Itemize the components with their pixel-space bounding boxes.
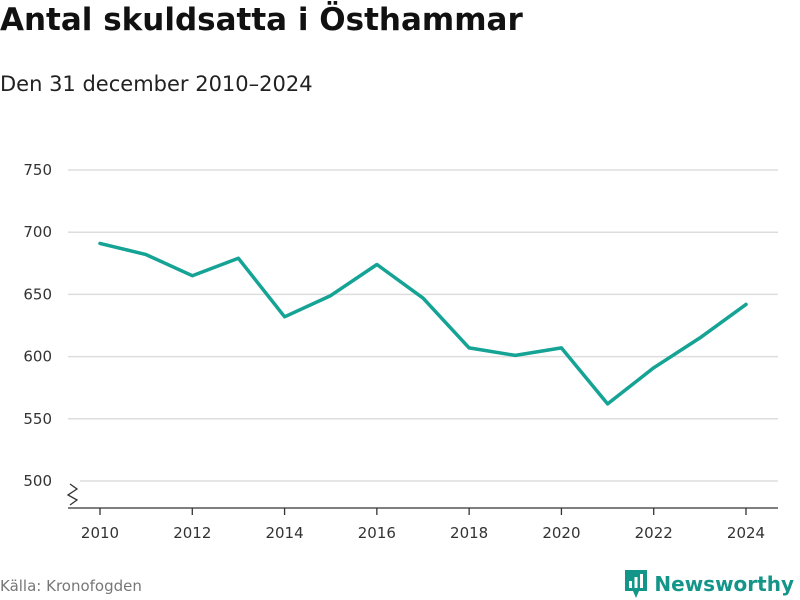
data-point-2018 [467,346,471,350]
data-point-2013 [236,256,240,260]
data-point-2022 [652,366,656,370]
y-tick-label-500: 500 [23,472,52,490]
x-tick-label-2012: 2012 [173,524,211,542]
data-point-2015 [329,294,333,298]
data-point-2011 [144,253,148,257]
y-tick-label-700: 700 [23,223,52,241]
chart-subtitle: Den 31 december 2010–2024 [0,72,313,96]
x-tick-label-2022: 2022 [635,524,673,542]
y-tick-label-650: 650 [23,285,52,303]
x-tick-label-2018: 2018 [450,524,488,542]
line-chart: 500 550 600 650 700 750 2010 2012 2014 2016 2018 20… [23,161,778,542]
data-point-2010 [98,241,102,245]
data-point-2023 [698,336,702,340]
brand-name: Newsworthy [654,572,794,596]
axis-break-icon [66,483,79,506]
data-point-2020 [559,346,563,350]
data-point-2019 [513,353,517,357]
series-line-0 [98,241,748,406]
x-tick-label-2020: 2020 [542,524,580,542]
x-tick-label-2010: 2010 [81,524,119,542]
data-point-2012 [190,274,194,278]
x-tick-label-2024: 2024 [727,524,765,542]
y-tick-label-600: 600 [23,348,52,366]
x-tick-label-2014: 2014 [265,524,303,542]
x-tick-label-2016: 2016 [358,524,396,542]
data-point-2014 [283,315,287,319]
newsworthy-logo-icon [625,570,648,598]
y-tick-label-750: 750 [23,161,52,179]
data-point-2024 [744,302,748,306]
chart-title: Antal skuldsatta i Östhammar [0,2,523,38]
data-point-2017 [421,296,425,300]
data-point-2016 [375,263,379,267]
source-label: Källa: Kronofogden [0,577,142,595]
brand-logo[interactable]: Newsworthy [624,568,794,600]
data-point-2021 [606,402,610,406]
y-tick-label-550: 550 [23,410,52,428]
